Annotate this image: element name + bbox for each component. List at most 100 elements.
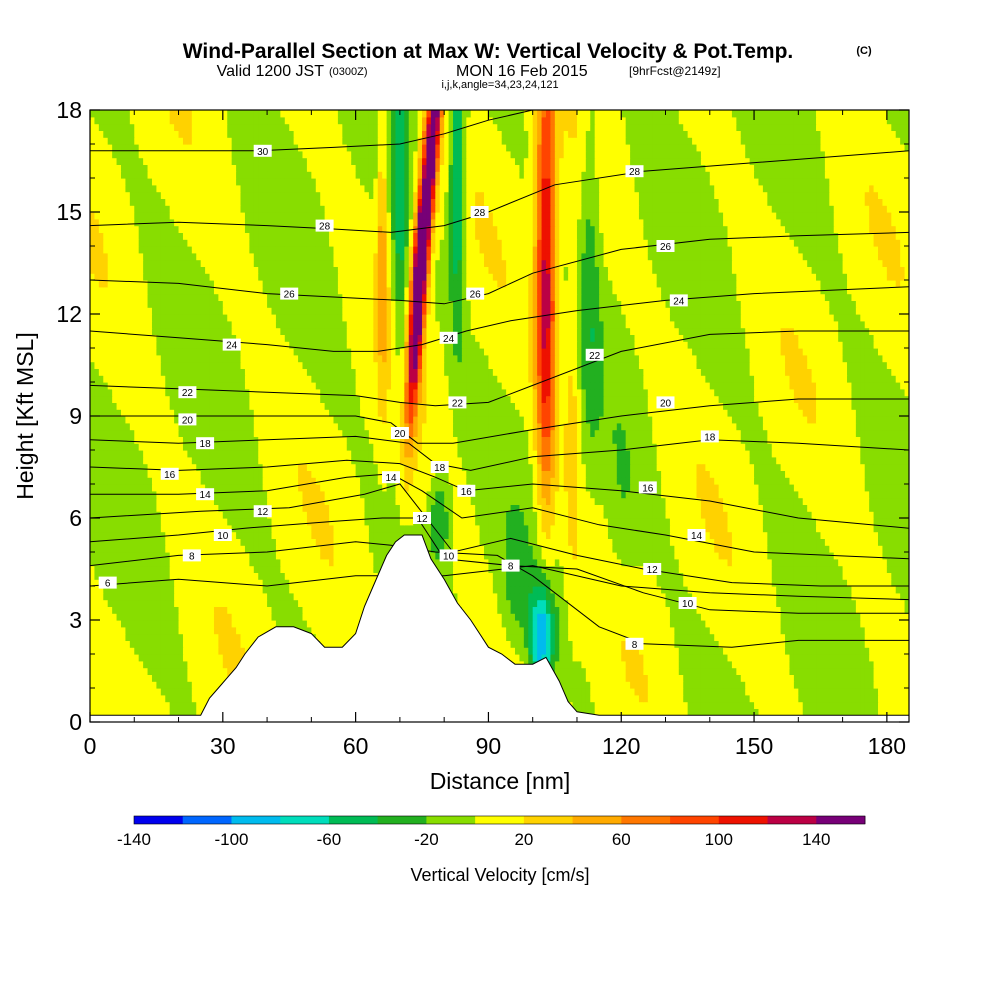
heatmap-cell	[205, 538, 211, 546]
heatmap-cell	[873, 640, 879, 648]
heatmap-cell	[669, 667, 675, 675]
heatmap-cell	[333, 620, 339, 628]
heatmap-cell	[134, 613, 140, 621]
heatmap-cell	[466, 586, 472, 594]
heatmap-cell	[696, 579, 702, 587]
heatmap-cell	[187, 681, 193, 689]
heatmap-cell	[134, 674, 140, 682]
heatmap-cell	[568, 674, 574, 682]
heatmap-cell	[683, 667, 689, 675]
heatmap-cell	[461, 538, 467, 546]
heatmap-cell	[275, 538, 281, 546]
heatmap-cell	[298, 606, 304, 614]
heatmap-cell	[851, 565, 857, 573]
heatmap-cell	[275, 572, 281, 580]
heatmap-cell	[514, 538, 521, 546]
heatmap-cell	[780, 640, 786, 648]
heatmap-cell	[824, 586, 830, 594]
heatmap-cell	[337, 620, 343, 628]
heatmap-cell	[289, 592, 295, 601]
heatmap-cell	[333, 640, 339, 648]
heatmap-cell	[240, 572, 246, 580]
heatmap-cell	[196, 660, 202, 669]
heatmap-cell	[426, 545, 432, 553]
heatmap-cell	[621, 708, 627, 716]
heatmap-cell	[634, 626, 640, 635]
heatmap-cell	[116, 592, 122, 601]
heatmap-cell	[754, 592, 760, 601]
heatmap-cell	[563, 538, 569, 546]
heatmap-cell	[298, 552, 304, 560]
heatmap-cell	[643, 626, 649, 635]
heatmap-cell	[355, 545, 361, 553]
heatmap-cell	[603, 681, 609, 689]
heatmap-cell	[700, 592, 706, 601]
heatmap-cell	[643, 674, 649, 682]
heatmap-cell	[368, 558, 374, 567]
heatmap-cell	[280, 572, 286, 580]
heatmap-cell	[382, 552, 388, 560]
heatmap-cell	[869, 613, 875, 621]
heatmap-cell	[700, 545, 706, 553]
heatmap-cell	[771, 654, 777, 662]
heatmap-cell	[187, 647, 193, 655]
heatmap-cell	[590, 552, 596, 560]
heatmap-cell	[820, 708, 826, 716]
heatmap-cell	[284, 592, 290, 601]
heatmap-cell	[545, 558, 552, 567]
heatmap-cell	[820, 660, 826, 669]
heatmap-cell	[488, 538, 494, 546]
heatmap-cell	[687, 688, 693, 696]
heatmap-cell	[705, 688, 711, 696]
heatmap-cell	[147, 654, 153, 662]
heatmap-cell	[187, 667, 193, 675]
heatmap-cell	[798, 647, 804, 655]
heatmap-cell	[470, 599, 476, 607]
heatmap-cell	[807, 688, 813, 696]
heatmap-cell	[599, 613, 605, 621]
heatmap-cell	[683, 606, 689, 614]
heatmap-cell	[696, 558, 702, 567]
heatmap-cell	[532, 647, 538, 655]
heatmap-cell	[731, 538, 737, 546]
heatmap-cell	[745, 552, 751, 560]
heatmap-cell	[174, 688, 180, 696]
heatmap-cell	[895, 613, 901, 621]
heatmap-cell	[851, 640, 857, 648]
heatmap-cell	[120, 572, 127, 580]
heatmap-cell	[160, 640, 166, 648]
heatmap-cell	[116, 545, 122, 553]
heatmap-cell	[457, 599, 463, 607]
heatmap-cell	[213, 613, 219, 621]
heatmap-cell	[886, 620, 892, 628]
heatmap-cell	[807, 681, 813, 689]
heatmap-cell	[174, 599, 180, 607]
heatmap-cell	[581, 538, 587, 546]
heatmap-cell	[572, 572, 578, 580]
heatmap-cell	[621, 667, 627, 675]
heatmap-cell	[271, 538, 277, 546]
heatmap-cell	[227, 647, 233, 655]
heatmap-cell	[120, 620, 127, 628]
heatmap-cell	[740, 538, 746, 546]
heatmap-cell	[860, 606, 866, 614]
heatmap-cell	[634, 599, 640, 607]
heatmap-cell	[563, 626, 569, 635]
heatmap-cell	[904, 592, 909, 601]
heatmap-cell	[169, 606, 175, 614]
heatmap-cell	[891, 606, 897, 614]
heatmap-cell	[519, 606, 525, 614]
heatmap-cell	[811, 667, 817, 675]
heatmap-cell	[497, 592, 503, 601]
heatmap-cell	[156, 592, 162, 601]
heatmap-cell	[209, 606, 215, 614]
heatmap-cell	[860, 694, 866, 703]
heatmap-cell	[134, 586, 140, 594]
heatmap-cell	[532, 579, 538, 587]
heatmap-cell	[727, 667, 733, 675]
heatmap-cell	[196, 694, 202, 703]
heatmap-cell	[90, 660, 96, 669]
heatmap-cell	[811, 708, 817, 716]
heatmap-cell	[196, 674, 202, 682]
heatmap-cell	[599, 558, 605, 567]
